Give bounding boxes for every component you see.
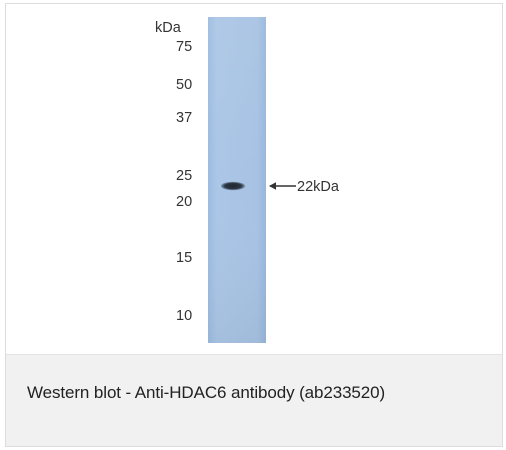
marker-15: 15 (176, 250, 192, 266)
marker-20: 20 (176, 194, 192, 210)
arrow-left-icon (269, 182, 296, 190)
figure-caption: Western blot - Anti-HDAC6 antibody (ab23… (27, 383, 386, 402)
marker-25: 25 (176, 168, 192, 184)
figure-card: kDa 75 50 37 25 20 15 10 22kDa Western b… (5, 3, 503, 447)
band-size-annotation: 22kDa (297, 179, 340, 195)
marker-10: 10 (176, 308, 192, 324)
western-blot-figure: kDa 75 50 37 25 20 15 10 22kDa (155, 17, 340, 343)
western-blot-image: kDa 75 50 37 25 20 15 10 22kDa (6, 4, 502, 354)
marker-37: 37 (176, 110, 192, 126)
marker-75: 75 (176, 39, 192, 55)
caption-bar: Western blot - Anti-HDAC6 antibody (ab23… (6, 354, 502, 446)
protein-band (221, 181, 245, 191)
marker-50: 50 (176, 77, 192, 93)
blot-lane-shading (208, 17, 266, 343)
kda-unit-label: kDa (155, 20, 182, 36)
